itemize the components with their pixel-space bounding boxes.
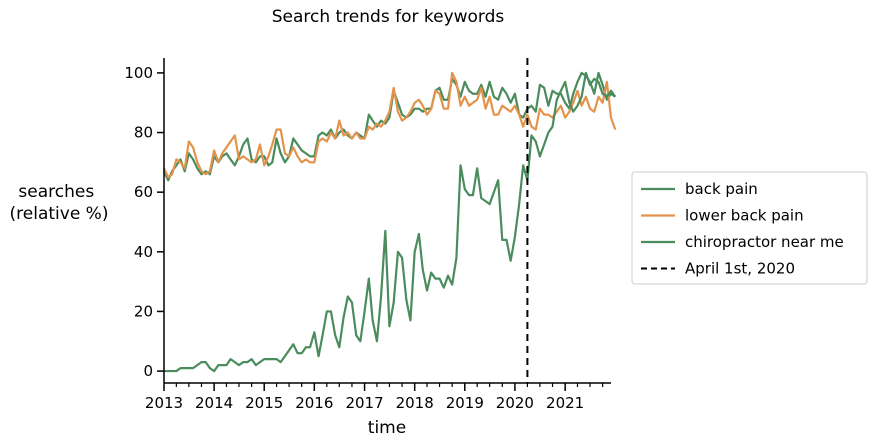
series-line-lower-back-pain <box>163 71 617 179</box>
x-ticks: 2013 2014 2015 2016 2017 2018 2019 2020 2021 <box>145 383 604 412</box>
y-tick-label: 80 <box>134 124 153 142</box>
x-axis-title: time <box>368 418 406 438</box>
x-tick-label: 2021 <box>546 394 584 412</box>
plot-area <box>163 58 617 383</box>
legend-label: lower back pain <box>685 207 804 225</box>
y-axis-title: searches (relative %) <box>10 182 109 224</box>
chart-title: Search trends for keywords <box>272 7 505 27</box>
series-line-back-pain <box>163 71 616 182</box>
series-line-chiropractor-near-me <box>164 71 617 373</box>
y-tick-label: 20 <box>134 302 153 320</box>
x-tick-label: 2019 <box>446 394 484 412</box>
legend-frame <box>631 171 868 285</box>
x-tick-label: 2015 <box>245 394 283 412</box>
legend: back pain lower back pain chiropractor nea… <box>631 171 868 285</box>
series-layer <box>163 71 617 373</box>
legend-label: back pain <box>685 180 758 198</box>
x-tick-label: 2018 <box>396 394 434 412</box>
x-tick-label: 2020 <box>496 394 534 412</box>
y-tick-label: 100 <box>124 64 153 82</box>
legend-label: April 1st, 2020 <box>685 260 795 278</box>
legend-label: chiropractor near me <box>685 233 844 251</box>
y-ticks: 0 20 40 60 80 100 <box>124 64 164 380</box>
x-tick-label: 2016 <box>295 394 333 412</box>
x-tick-label: 2013 <box>145 394 183 412</box>
x-tick-label: 2014 <box>195 394 233 412</box>
y-tick-label: 60 <box>134 183 153 201</box>
y-axis-title-line-2: (relative %) <box>10 204 109 224</box>
y-tick-label: 40 <box>134 243 153 261</box>
y-tick-label: 0 <box>143 362 153 380</box>
y-axis-title-line-1: searches <box>18 182 94 202</box>
x-tick-label: 2017 <box>345 394 383 412</box>
